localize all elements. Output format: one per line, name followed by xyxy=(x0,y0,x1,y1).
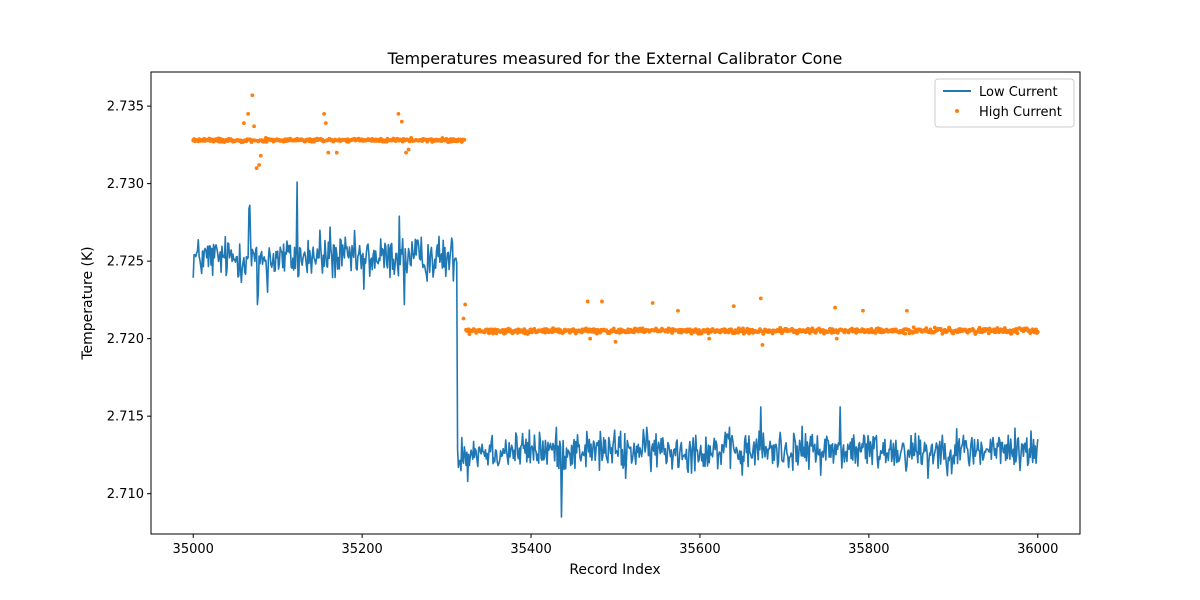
x-tick-label: 35200 xyxy=(341,542,382,557)
scatter-point-high-current xyxy=(707,336,712,341)
x-tick-label: 35000 xyxy=(173,542,214,557)
scatter-point-high-current xyxy=(650,301,655,305)
scatter-point-high-current xyxy=(600,299,604,304)
scatter-point-high-current xyxy=(404,150,408,155)
scatter-point-high-current xyxy=(250,93,255,98)
scatter-point-high-current xyxy=(463,302,468,307)
scatter-point-high-current xyxy=(873,331,878,335)
scatter-point-high-current xyxy=(1035,329,1040,334)
x-tick-label: 35400 xyxy=(510,542,551,557)
scatter-point-high-current xyxy=(334,150,339,155)
y-tick-label: 2.710 xyxy=(107,487,144,502)
scatter-point-high-current xyxy=(252,124,256,129)
legend-label-high-current: High Current xyxy=(979,105,1062,120)
scatter-point-high-current xyxy=(834,336,839,341)
scatter-point-high-current xyxy=(1015,331,1020,336)
scatter-point-high-current xyxy=(399,119,404,124)
x-axis-label: Record Index xyxy=(569,562,660,578)
scatter-point-high-current xyxy=(861,308,865,313)
scatter-point-high-current xyxy=(904,308,909,313)
y-tick-label: 2.735 xyxy=(107,100,144,115)
scatter-point-high-current xyxy=(924,326,929,331)
x-tick-label: 36000 xyxy=(1017,542,1058,557)
scatter-point-high-current xyxy=(254,166,259,171)
scatter-point-high-current xyxy=(257,163,261,167)
scatter-point-high-current xyxy=(731,304,736,308)
scatter-point-high-current xyxy=(322,111,327,116)
scatter-point-high-current xyxy=(323,121,328,126)
y-tick-label: 2.720 xyxy=(107,332,144,347)
scatter-point-high-current xyxy=(687,327,692,332)
x-axis: 35000 35200 35400 35600 35800 36000 xyxy=(173,534,1058,557)
y-tick-label: 2.730 xyxy=(107,177,144,192)
series-line-low-current xyxy=(192,181,1039,518)
scatter-point-high-current xyxy=(833,305,837,310)
legend: Low Current High Current xyxy=(934,78,1075,128)
y-axis-label: Temperature (K) xyxy=(80,246,96,360)
scatter-point-high-current xyxy=(467,332,472,337)
x-tick-label: 35800 xyxy=(848,542,889,557)
plot-frame xyxy=(150,71,1081,535)
scatter-point-high-current xyxy=(461,316,466,321)
scatter-point-high-current xyxy=(670,331,674,335)
scatter-point-high-current xyxy=(522,327,527,332)
scatter-point-high-current xyxy=(911,325,916,330)
scatter-point-high-current xyxy=(543,330,548,335)
scatter-point-high-current xyxy=(242,121,246,126)
scatter-point-high-current xyxy=(595,331,599,336)
scatter-point-high-current xyxy=(760,342,765,347)
scatter-point-high-current xyxy=(758,296,763,301)
y-tick-label: 2.725 xyxy=(107,255,144,270)
y-axis: 2.710 2.715 2.720 2.725 2.730 2.735 xyxy=(107,100,151,502)
scatter-point-high-current xyxy=(246,111,251,116)
scatter-point-high-current xyxy=(932,325,937,330)
chart-title: Temperatures measured for the External C… xyxy=(387,49,843,68)
legend-marker-high-current xyxy=(955,109,959,113)
scatter-point-high-current xyxy=(613,339,618,344)
scatter-point-high-current xyxy=(903,331,908,336)
legend-label-low-current: Low Current xyxy=(979,85,1058,100)
plot-series xyxy=(191,93,1040,518)
scatter-point-high-current xyxy=(462,137,467,142)
scatter-point-high-current xyxy=(676,308,680,313)
scatter-point-high-current xyxy=(326,150,331,155)
scatter-point-high-current xyxy=(396,111,401,116)
scatter-point-high-current xyxy=(258,153,263,158)
y-tick-label: 2.715 xyxy=(107,410,144,425)
scatter-point-high-current xyxy=(585,299,590,304)
x-tick-label: 35600 xyxy=(679,542,720,557)
scatter-point-high-current xyxy=(494,331,499,336)
scatter-point-high-current xyxy=(406,147,411,152)
scatter-point-high-current xyxy=(588,336,593,341)
